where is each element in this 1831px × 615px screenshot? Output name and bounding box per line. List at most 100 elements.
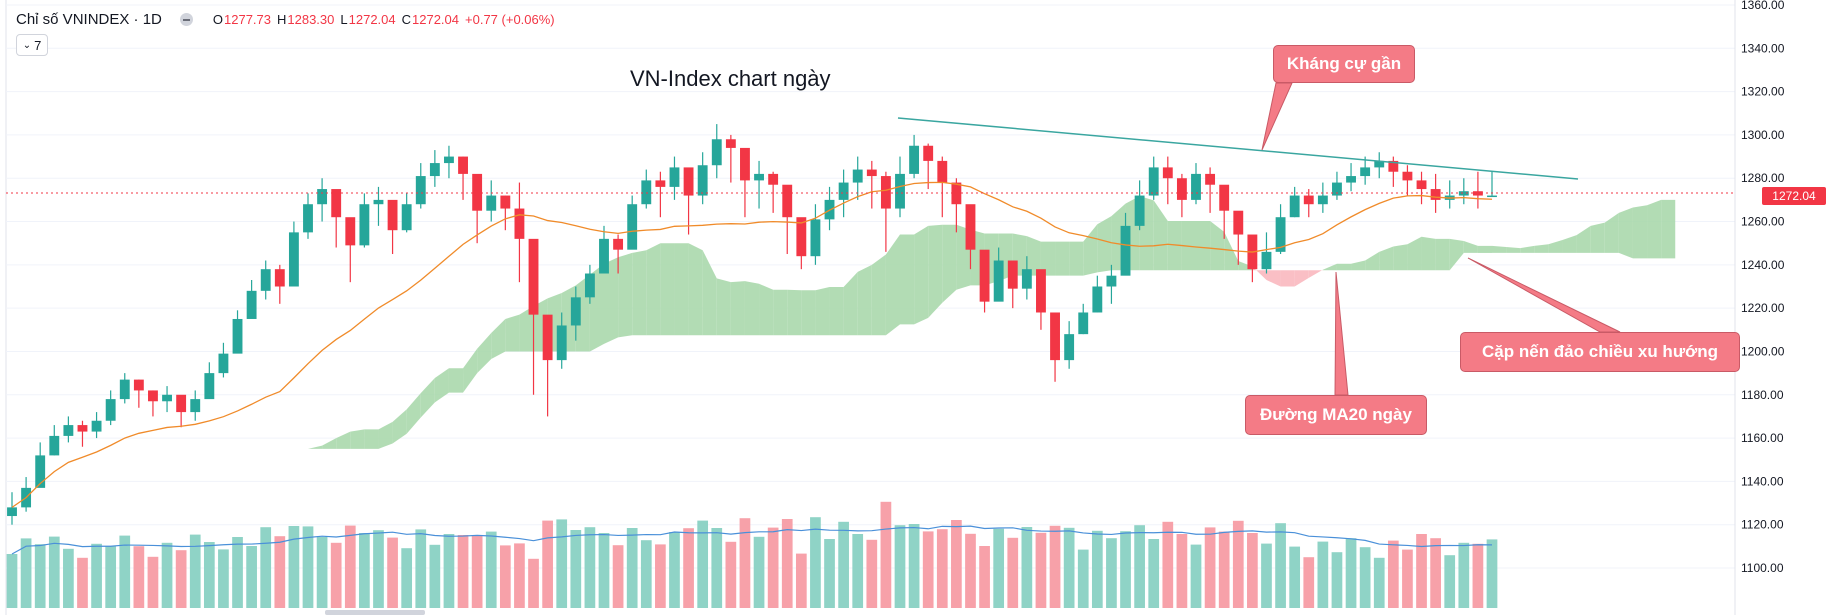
symbol-name[interactable]: Chỉ số VNINDEX · 1D <box>16 11 162 28</box>
volume-bar <box>1134 525 1145 608</box>
candle-body <box>1289 195 1300 218</box>
volume-bar <box>767 527 779 608</box>
candle-body <box>1261 251 1272 270</box>
candle-body <box>1191 173 1201 200</box>
indicators-count: 7 <box>34 37 42 53</box>
ma20-line <box>11 181 1493 508</box>
candle-body <box>711 139 722 166</box>
volume-bar <box>1261 543 1272 608</box>
volume-bar <box>739 518 751 608</box>
candle <box>148 390 158 417</box>
candle <box>359 193 370 248</box>
legend-toggle-icon[interactable] <box>179 13 193 26</box>
cloud-segment <box>420 377 435 418</box>
volume-bar <box>1472 543 1484 608</box>
candle-body <box>429 163 440 177</box>
cloud-segment <box>1562 235 1577 253</box>
candle-body <box>669 167 680 187</box>
volume-bar <box>359 533 370 608</box>
candle <box>556 312 567 369</box>
volume-bars <box>6 501 1498 608</box>
volume-bar <box>1162 521 1174 608</box>
candle <box>260 260 271 300</box>
cloud-segment <box>1604 212 1619 253</box>
candle <box>317 178 328 222</box>
cloud-segment <box>1393 244 1408 271</box>
cloud-segment <box>1196 220 1211 271</box>
volume-bar <box>725 541 737 608</box>
cloud-segment <box>674 243 689 336</box>
scrollbar[interactable] <box>325 610 425 615</box>
candle <box>1458 178 1469 205</box>
volume-bar <box>316 537 328 608</box>
open-label: O <box>212 12 223 27</box>
candle-body <box>1487 195 1497 198</box>
high-value: 1283.30 <box>287 12 335 27</box>
y-tick-label: 1120.00 <box>1741 518 1784 532</box>
y-tick-label: 1140.00 <box>1741 474 1784 488</box>
candle-body <box>599 238 609 274</box>
cloud-segment <box>519 305 534 352</box>
candle-body <box>401 204 412 231</box>
volume-bar <box>1444 555 1456 608</box>
candle <box>204 362 215 400</box>
volume-bar <box>753 536 765 608</box>
candle <box>1021 256 1032 300</box>
candle <box>1289 186 1300 218</box>
candle-body <box>1219 184 1230 211</box>
candle-body <box>697 165 708 196</box>
candle <box>1317 182 1328 213</box>
candle-body <box>740 147 750 181</box>
candle-body <box>486 195 497 211</box>
cloud-segment <box>1097 216 1112 273</box>
candle <box>1007 260 1018 309</box>
cloud-segment <box>914 225 929 325</box>
cloud-segment <box>646 243 661 336</box>
candle-body <box>866 169 877 177</box>
volume-bar <box>570 530 582 608</box>
volume-bar <box>48 536 60 608</box>
candle <box>1219 184 1230 239</box>
candle <box>1120 212 1131 276</box>
candle-body <box>556 325 567 361</box>
candle <box>288 221 299 287</box>
cloud-segment <box>1647 199 1662 259</box>
cloud-segment <box>843 271 858 336</box>
candle <box>655 171 666 218</box>
candle <box>1275 204 1286 255</box>
volume-bar <box>1289 546 1301 608</box>
volume-bar <box>1049 525 1061 608</box>
candle-body <box>1233 210 1244 235</box>
cloud-segment <box>1280 270 1295 287</box>
candle <box>1346 163 1356 192</box>
candle-body <box>35 455 46 488</box>
volume-bar <box>260 527 272 608</box>
candle-body <box>472 173 483 211</box>
candle <box>697 152 708 205</box>
close-label: C <box>401 12 412 27</box>
candle-body <box>162 394 172 402</box>
candle <box>711 124 722 179</box>
volume-bar <box>6 554 18 608</box>
close-value: 1272.04 <box>412 12 460 27</box>
candle-body <box>105 399 116 421</box>
volume-bar <box>556 519 568 608</box>
indicators-collapse-button[interactable]: ⌄ 7 <box>16 34 48 56</box>
candle <box>373 186 384 226</box>
cloud-segment <box>1252 266 1267 281</box>
cloud-segment <box>308 445 323 449</box>
volume-bar <box>514 543 525 608</box>
candle <box>444 145 454 179</box>
volume-bar <box>922 531 934 608</box>
volume-bar <box>1021 527 1033 608</box>
cloud-segment <box>1210 220 1225 271</box>
candle <box>1162 156 1173 205</box>
cloud-segment <box>815 287 830 336</box>
volume-bar <box>499 545 511 608</box>
cloud-segment <box>491 318 506 360</box>
candle <box>838 169 849 218</box>
y-tick-label: 1100.00 <box>1741 561 1784 575</box>
candle-body <box>133 379 144 391</box>
cloud-segment <box>1492 245 1507 253</box>
